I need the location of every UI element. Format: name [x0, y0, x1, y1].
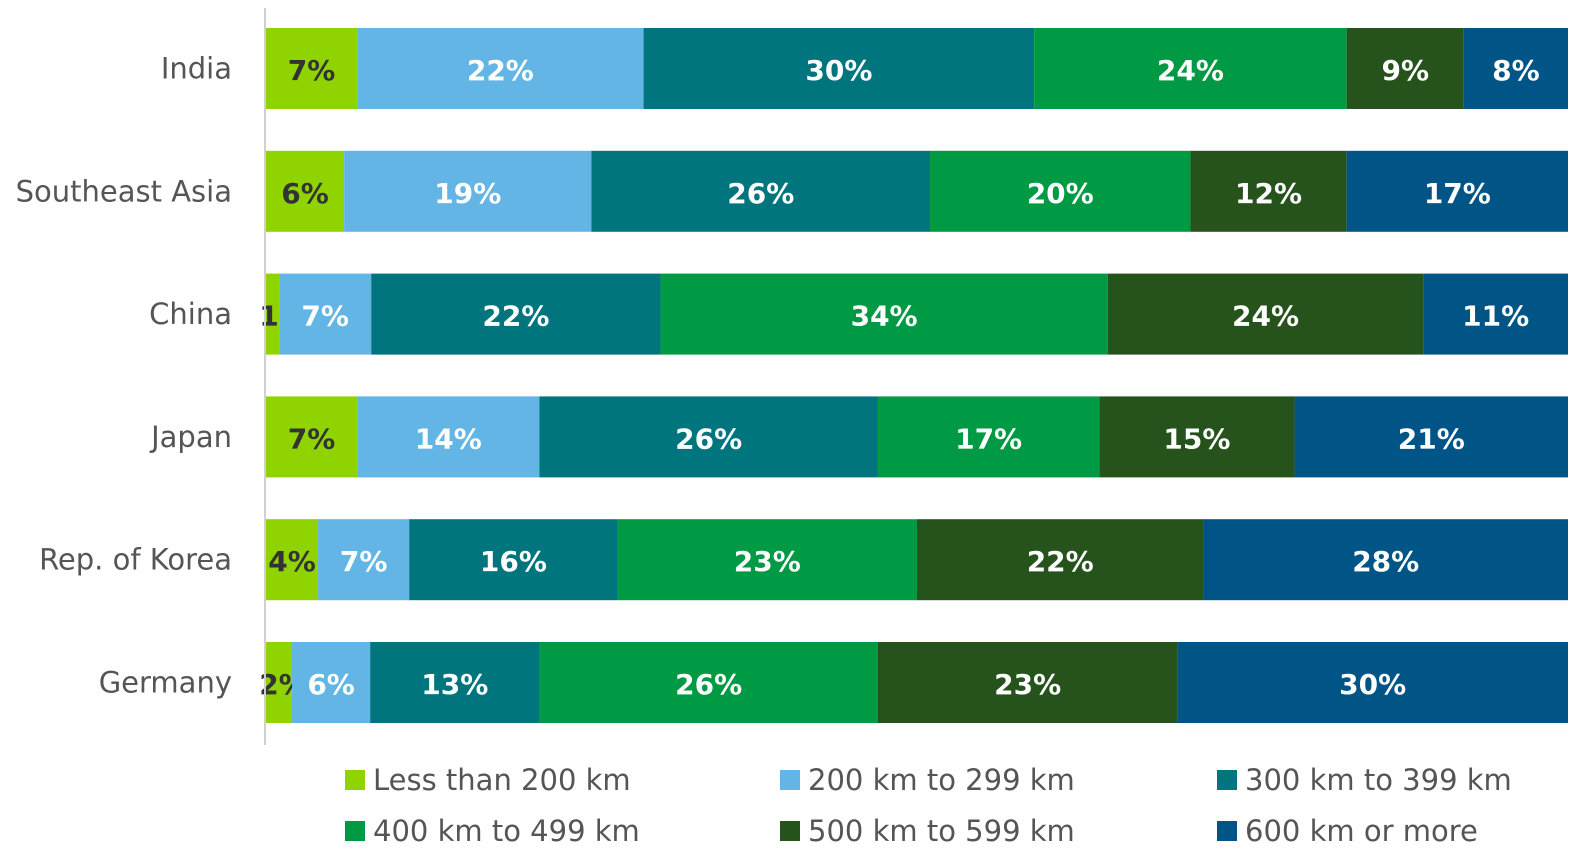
bar-segment — [357, 28, 644, 109]
data-label: 21% — [1398, 422, 1465, 455]
category-label: China — [149, 297, 232, 331]
bar-segment — [292, 642, 371, 723]
bar-segment — [617, 519, 917, 601]
bar-segment — [409, 519, 618, 601]
category-label: Rep. of Korea — [39, 543, 232, 577]
data-label: 26% — [675, 422, 742, 455]
data-label: 24% — [1157, 54, 1224, 87]
data-label: 7% — [301, 300, 349, 333]
bar-segment — [1463, 28, 1568, 109]
category-label: Southeast Asia — [16, 174, 232, 208]
data-label: 17% — [955, 422, 1022, 455]
data-label: 28% — [1352, 545, 1419, 578]
bar-segment — [266, 150, 345, 232]
data-label: 23% — [994, 668, 1061, 701]
chart-legend: Less than 200 km 200 km to 299 km 300 km t… — [345, 760, 1575, 853]
legend-item: 500 km to 599 km — [780, 811, 1075, 851]
legend-swatch — [345, 821, 365, 841]
bar-segment — [357, 396, 540, 478]
legend-swatch — [1217, 821, 1237, 841]
data-label: 7% — [340, 545, 388, 578]
bar-segment — [266, 519, 319, 601]
bar-segment — [643, 28, 1035, 109]
legend-item: 600 km or more — [1217, 811, 1478, 851]
bar-segment — [1177, 642, 1568, 723]
legend-label: 500 km to 599 km — [808, 814, 1075, 848]
data-label: 11% — [1462, 300, 1529, 333]
bar-segment — [539, 396, 878, 478]
data-label: 6% — [281, 177, 329, 210]
data-label: 14% — [415, 422, 482, 455]
bar-segment — [266, 273, 280, 355]
data-label: 23% — [734, 545, 801, 578]
data-label: 9% — [1381, 54, 1429, 87]
bar-segment — [266, 642, 293, 723]
legend-item: Less than 200 km — [345, 760, 631, 800]
data-label: 22% — [467, 54, 534, 87]
bar-segment — [1294, 396, 1568, 478]
legend-label: 400 km to 499 km — [373, 814, 640, 848]
bar-segment — [1190, 150, 1347, 232]
bar-segment — [266, 396, 358, 478]
bar-segment — [1203, 519, 1568, 601]
legend-swatch — [780, 821, 800, 841]
data-label: 22% — [482, 300, 549, 333]
legend-item: 400 km to 499 km — [345, 811, 640, 851]
bar-segment — [279, 273, 372, 355]
bar-segment — [930, 150, 1191, 232]
data-label: 8% — [1492, 54, 1540, 87]
bar-segment — [877, 396, 1100, 478]
data-label: 26% — [675, 668, 742, 701]
data-label: 4% — [268, 545, 316, 578]
bar-segment — [877, 642, 1178, 723]
data-label: 15% — [1163, 422, 1230, 455]
data-label: 13% — [421, 668, 488, 701]
data-label: 6% — [307, 668, 355, 701]
bar-segment — [917, 519, 1204, 601]
legend-swatch — [345, 770, 365, 790]
data-label: 30% — [805, 54, 872, 87]
bar-segment — [1346, 150, 1568, 232]
bar-segment — [344, 150, 592, 232]
bar-segment — [591, 150, 931, 232]
legend-label: 300 km to 399 km — [1245, 763, 1512, 797]
bar-segment — [370, 642, 540, 723]
data-label: 12% — [1235, 177, 1302, 210]
data-label: 17% — [1424, 177, 1491, 210]
data-label: 26% — [727, 177, 794, 210]
data-label: 19% — [434, 177, 501, 210]
data-label: 16% — [480, 545, 547, 578]
legend-label: 200 km to 299 km — [808, 763, 1075, 797]
bar-segment — [371, 273, 661, 355]
data-label: 22% — [1027, 545, 1094, 578]
legend-item: 200 km to 299 km — [780, 760, 1075, 800]
bar-segment — [266, 28, 358, 109]
legend-item: 300 km to 399 km — [1217, 760, 1512, 800]
legend-label: 600 km or more — [1245, 814, 1478, 848]
bar-segment — [1346, 28, 1464, 109]
bar-segment — [539, 642, 878, 723]
data-label: 30% — [1339, 668, 1406, 701]
bar-segment — [1034, 28, 1347, 109]
category-label: Japan — [149, 420, 232, 454]
data-label: 20% — [1027, 177, 1094, 210]
legend-swatch — [780, 770, 800, 790]
stacked-bar-chart: India 7% 22% 30% 24% 9% 8% Southeast Asia 6% 19% 2… — [16, 8, 1568, 745]
data-label: 7% — [288, 422, 336, 455]
data-label: 24% — [1232, 300, 1299, 333]
category-label: Germany — [99, 666, 232, 700]
data-label: 34% — [851, 300, 918, 333]
data-label: 7% — [288, 54, 336, 87]
bar-segment — [1099, 396, 1295, 478]
bar-segment — [1423, 273, 1568, 355]
bar-segment — [1107, 273, 1424, 355]
legend-label: Less than 200 km — [373, 763, 631, 797]
bar-segment — [318, 519, 410, 601]
legend-swatch — [1217, 770, 1237, 790]
bar-segment — [660, 273, 1108, 355]
category-label: India — [161, 52, 232, 86]
